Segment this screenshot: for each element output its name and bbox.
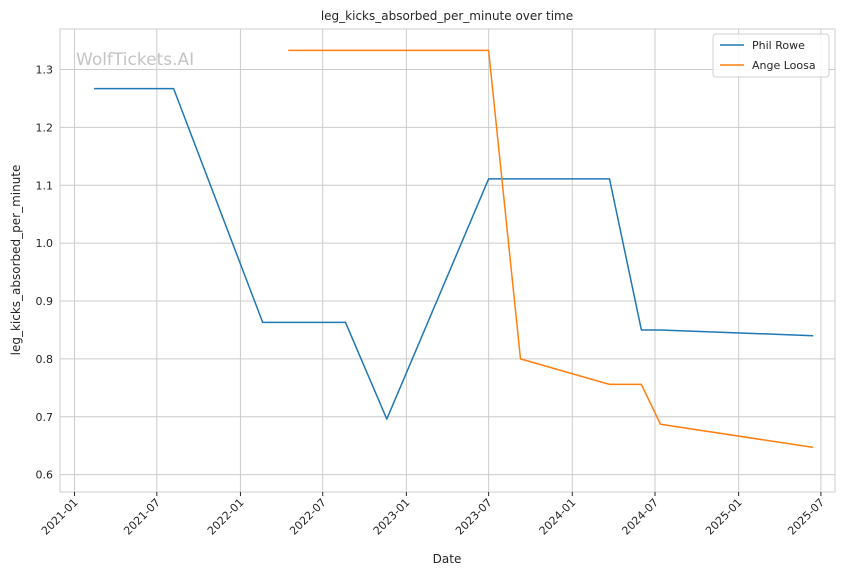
x-tick-label: 2024-01	[537, 496, 579, 538]
y-tick-label: 0.8	[36, 353, 54, 366]
x-tick-label: 2021-07	[121, 496, 163, 538]
y-tick-label: 1.2	[36, 121, 54, 134]
y-tick-label: 0.7	[36, 411, 54, 424]
y-tick-label: 0.9	[36, 295, 54, 308]
y-tick-label: 1.1	[36, 179, 54, 192]
y-tick-label: 1.0	[36, 237, 54, 250]
x-tick-label: 2023-07	[453, 496, 495, 538]
series-lines	[94, 49, 814, 449]
y-tick-label: 0.6	[36, 469, 54, 482]
grid-lines	[60, 29, 835, 492]
x-tick-label: 2025-01	[703, 496, 745, 538]
x-tick-label: 2023-01	[371, 496, 413, 538]
y-tick-label: 1.3	[36, 64, 54, 77]
x-tick-labels: 2021-01 2021-07 2022-01 2022-07 2023-01 2023-…	[39, 492, 827, 538]
y-tick-labels: 0.6 0.7 0.8 0.9 1.0 1.1 1.2 1.3	[36, 64, 54, 482]
legend-label: Ange Loosa	[752, 59, 816, 72]
x-tick-label: 2022-07	[287, 496, 329, 538]
x-axis-title: Date	[433, 552, 462, 566]
watermark: WolfTickets.AI	[76, 50, 194, 70]
series-line-ange-loosa	[288, 49, 814, 449]
x-tick-label: 2022-01	[205, 496, 247, 538]
legend: Phil Rowe Ange Loosa	[712, 33, 830, 78]
chart-title: leg_kicks_absorbed_per_minute over time	[321, 9, 573, 23]
x-tick-label: 2024-07	[619, 496, 661, 538]
legend-label: Phil Rowe	[752, 39, 805, 52]
series-line-phil-rowe	[94, 87, 814, 420]
x-tick-label: 2025-07	[785, 496, 827, 538]
x-tick-label: 2021-01	[39, 496, 81, 538]
y-axis-title: leg_kicks_absorbed_per_minute	[9, 165, 23, 356]
plot-area-frame	[59, 28, 836, 493]
